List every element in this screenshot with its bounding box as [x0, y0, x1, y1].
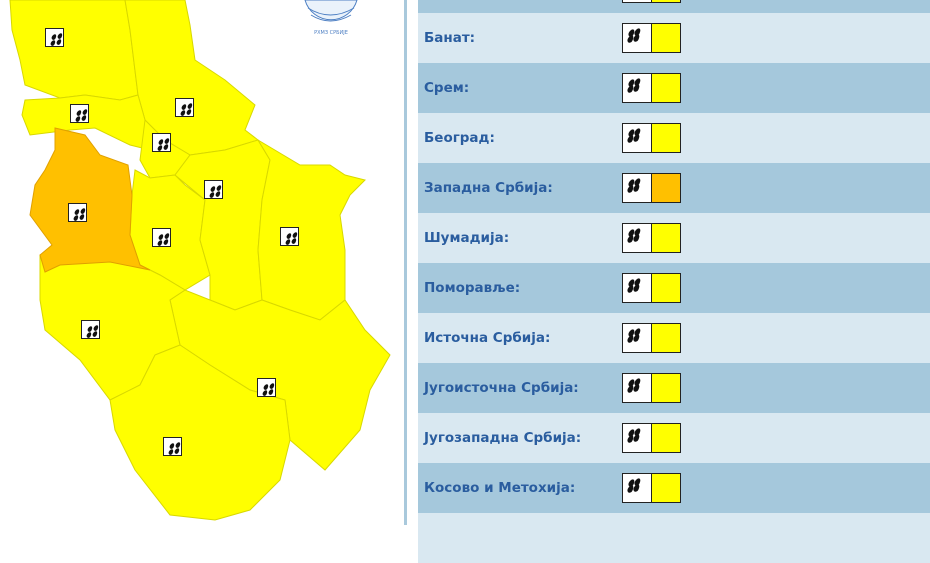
warning-indicator[interactable]: [622, 373, 681, 403]
map-rain-icon[interactable]: [81, 320, 100, 339]
logo: РХМЗ СРБИЈЕ: [304, 0, 358, 36]
region-row[interactable]: Београд:: [418, 113, 930, 163]
map-region-zapadna: [29, 127, 151, 273]
region-row[interactable]: Банат:: [418, 13, 930, 63]
map-rain-icon[interactable]: [45, 28, 64, 47]
warning-level: [652, 474, 680, 502]
map-rain-icon[interactable]: [257, 378, 276, 397]
warning-level: [652, 24, 680, 52]
map-rain-icon[interactable]: [204, 180, 223, 199]
rain-icon: [623, 324, 652, 352]
warning-level: [652, 174, 680, 202]
warning-level: [652, 324, 680, 352]
warning-level: [652, 274, 680, 302]
rain-icon: [623, 0, 652, 2]
map-region-kosovo: [109, 344, 291, 521]
region-row[interactable]: Западна Србија:: [418, 163, 930, 213]
rain-icon: [623, 124, 652, 152]
region-row[interactable]: [418, 0, 930, 13]
warning-indicator[interactable]: [622, 123, 681, 153]
region-row[interactable]: Поморавље:: [418, 263, 930, 313]
warning-level: [652, 0, 680, 2]
warning-indicator[interactable]: [622, 23, 681, 53]
region-label: Косово и Метохија:: [424, 480, 576, 496]
rain-icon: [623, 74, 652, 102]
raindrop: [91, 330, 99, 338]
region-label: Београд:: [424, 130, 495, 146]
rain-icon: [623, 274, 652, 302]
warning-indicator[interactable]: [622, 0, 681, 3]
region-label: Југоисточна Србија:: [424, 380, 579, 396]
warning-indicator[interactable]: [622, 73, 681, 103]
raindrop: [185, 108, 193, 116]
raindrop: [78, 213, 86, 221]
raindrop: [55, 38, 63, 46]
warning-indicator[interactable]: [622, 173, 681, 203]
warning-map: РХМЗ СРБИЈЕ: [9, 0, 391, 521]
warning-indicator[interactable]: [622, 423, 681, 453]
warning-level: [652, 124, 680, 152]
map-rain-icon[interactable]: [152, 133, 171, 152]
region-row[interactable]: Срем:: [418, 63, 930, 113]
raindrop: [214, 190, 222, 198]
map-region-backa: [9, 0, 139, 101]
map-rain-icon[interactable]: [152, 228, 171, 247]
map-rain-icon[interactable]: [175, 98, 194, 117]
map-rain-icon[interactable]: [70, 104, 89, 123]
warnings-table: Банат: Срем: Београд: Западна Србија: Шу…: [418, 0, 930, 563]
rain-icon: [623, 474, 652, 502]
warning-level: [652, 424, 680, 452]
map-rain-icon[interactable]: [280, 227, 299, 246]
raindrop: [162, 238, 170, 246]
region-row[interactable]: Косово и Метохија:: [418, 463, 930, 513]
region-label: Банат:: [424, 30, 476, 46]
region-label: Западна Србија:: [424, 180, 553, 196]
warning-level: [652, 74, 680, 102]
region-row: [418, 513, 930, 563]
rain-icon: [623, 374, 652, 402]
rain-icon: [623, 24, 652, 52]
warning-indicator[interactable]: [622, 223, 681, 253]
raindrop: [173, 447, 181, 455]
map-region-istocna: [257, 139, 366, 321]
divider: [404, 0, 407, 525]
raindrop: [162, 143, 170, 151]
rain-icon: [623, 424, 652, 452]
region-label: Југозападна Србија:: [424, 430, 582, 446]
region-row[interactable]: Југозападна Србија:: [418, 413, 930, 463]
warning-level: [652, 224, 680, 252]
warning-level: [652, 374, 680, 402]
map-rain-icon[interactable]: [68, 203, 87, 222]
warning-indicator[interactable]: [622, 273, 681, 303]
region-label: Шумадија:: [424, 230, 510, 246]
raindrop: [80, 114, 88, 122]
raindrop: [290, 237, 298, 245]
warning-indicator[interactable]: [622, 473, 681, 503]
raindrop: [267, 388, 275, 396]
map-rain-icon[interactable]: [163, 437, 182, 456]
region-row[interactable]: Источна Србија:: [418, 313, 930, 363]
region-row[interactable]: Југоисточна Србија:: [418, 363, 930, 413]
region-label: Поморавље:: [424, 280, 521, 296]
warning-indicator[interactable]: [622, 323, 681, 353]
logo-text: РХМЗ СРБИЈЕ: [314, 30, 348, 36]
rain-icon: [623, 174, 652, 202]
region-row[interactable]: Шумадија:: [418, 213, 930, 263]
region-label: Срем:: [424, 80, 470, 96]
region-label: Источна Србија:: [424, 330, 551, 346]
rain-icon: [623, 224, 652, 252]
